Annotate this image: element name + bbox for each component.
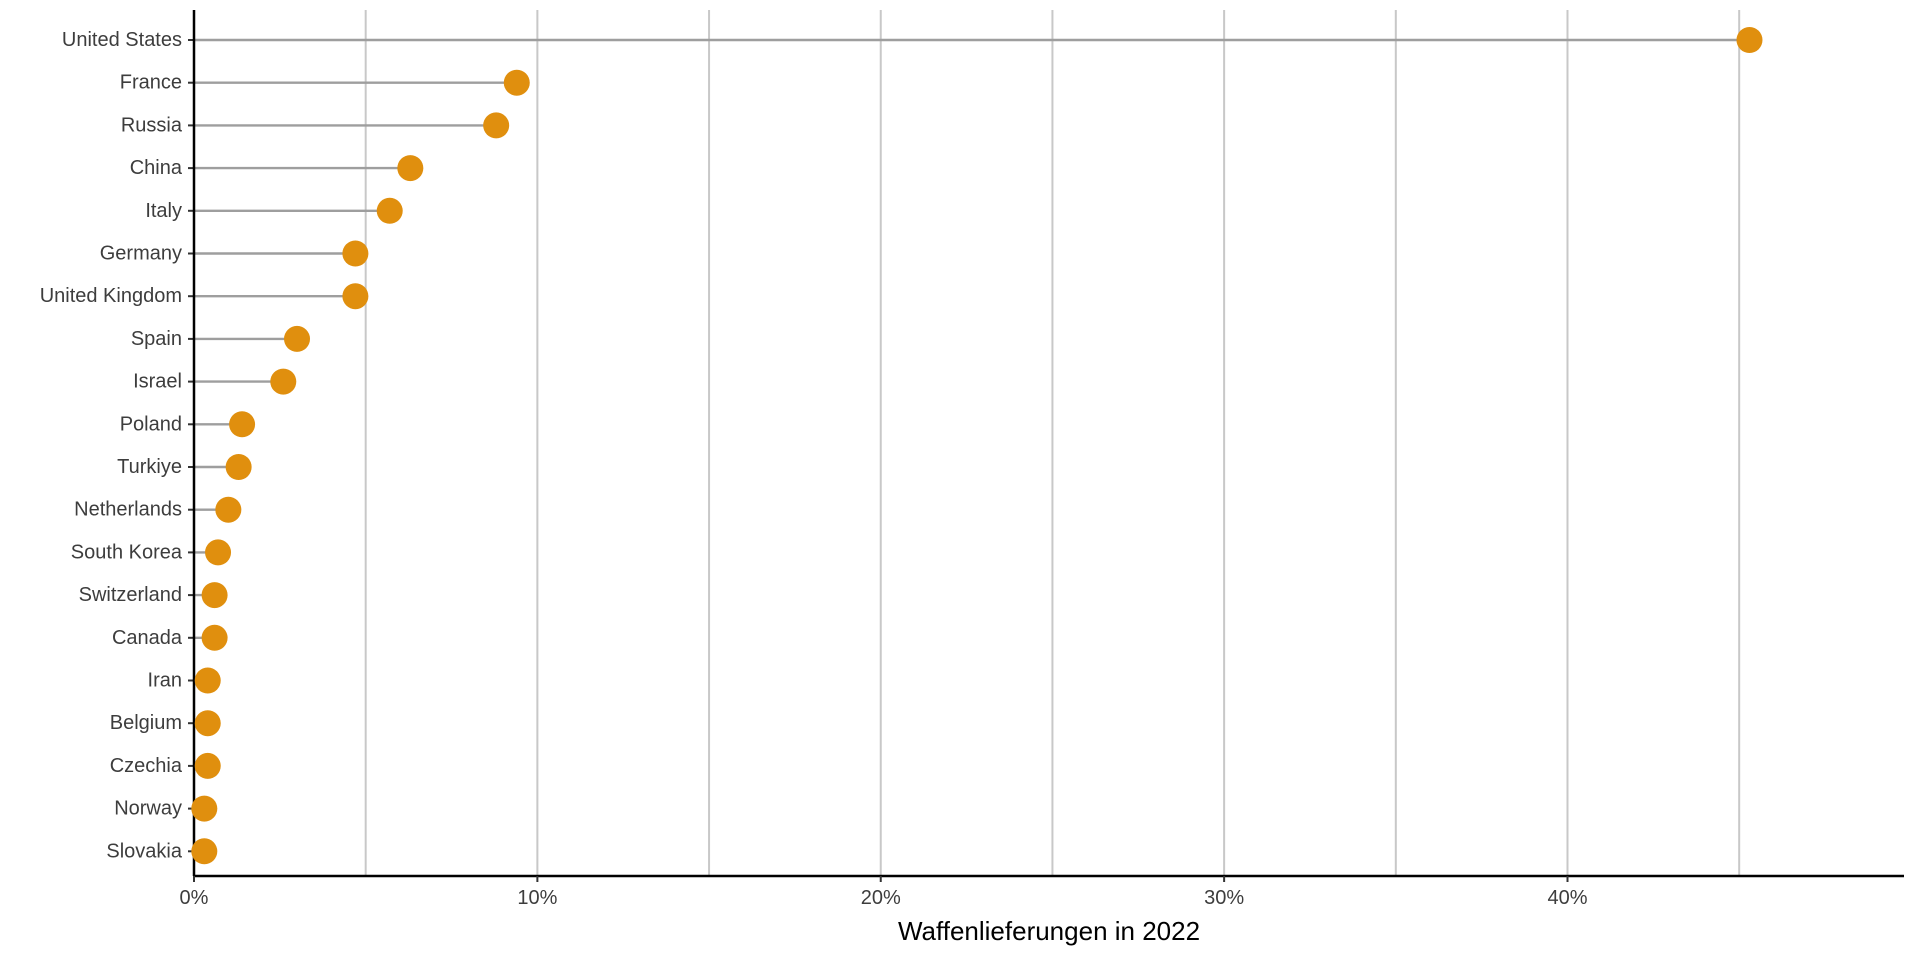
grid-lines (364, 10, 1741, 876)
point-8 (270, 368, 297, 395)
point-18 (191, 795, 218, 822)
point-0 (1736, 27, 1763, 53)
point-7 (284, 325, 311, 352)
point-13 (201, 582, 228, 609)
point-16 (194, 710, 221, 737)
y-axis-labels: United States France Russia China Italy Germa… (40, 29, 183, 862)
point-10 (225, 454, 252, 480)
y-tick-label-16: Belgium (110, 712, 182, 734)
y-tick-label-8: Israel (133, 371, 182, 393)
x-tick-label-4: 40% (1547, 887, 1587, 909)
point-2 (483, 112, 510, 139)
point-3 (397, 155, 424, 182)
x-tick-label-2: 20% (861, 887, 901, 909)
y-tick-label-14: Canada (112, 627, 183, 649)
y-tick-label-11: Netherlands (74, 499, 182, 521)
y-tick-label-19: Slovakia (106, 840, 182, 862)
y-tick-label-17: Czechia (110, 755, 183, 777)
y-tick-label-15: Iran (148, 670, 182, 692)
x-tick-label-1: 10% (517, 887, 557, 909)
stems (194, 38, 1750, 853)
point-11 (215, 496, 242, 523)
x-tick-label-0: 0% (180, 887, 209, 909)
y-tick-label-10: Turkiye (117, 456, 182, 478)
axes (188, 10, 1904, 882)
y-tick-label-18: Norway (114, 798, 182, 820)
y-tick-label-13: Switzerland (79, 584, 182, 606)
y-tick-label-7: Spain (131, 328, 182, 350)
point-4 (376, 197, 403, 224)
point-1 (503, 69, 530, 96)
point-17 (194, 752, 221, 779)
x-axis-labels: 0% 10% 20% 30% 40% (180, 887, 1588, 909)
y-tick-label-12: South Korea (71, 541, 183, 563)
x-axis-title: Waffenlieferungen in 2022 (898, 916, 1200, 946)
x-tick-label-3: 30% (1204, 887, 1244, 909)
point-12 (205, 539, 232, 566)
point-6 (342, 283, 369, 310)
y-tick-label-6: United Kingdom (40, 285, 182, 307)
point-15 (194, 667, 221, 694)
y-tick-label-2: Russia (121, 114, 183, 136)
y-tick-label-0: United States (62, 29, 182, 51)
y-tick-label-5: Germany (100, 243, 182, 265)
point-14 (201, 624, 228, 651)
points (191, 27, 1763, 865)
y-tick-label-4: Italy (145, 200, 182, 222)
point-5 (342, 240, 369, 267)
y-tick-label-9: Poland (120, 413, 182, 435)
y-tick-label-3: China (130, 157, 183, 179)
y-tick-label-1: France (120, 72, 182, 94)
point-19 (191, 838, 218, 865)
point-9 (229, 411, 256, 438)
